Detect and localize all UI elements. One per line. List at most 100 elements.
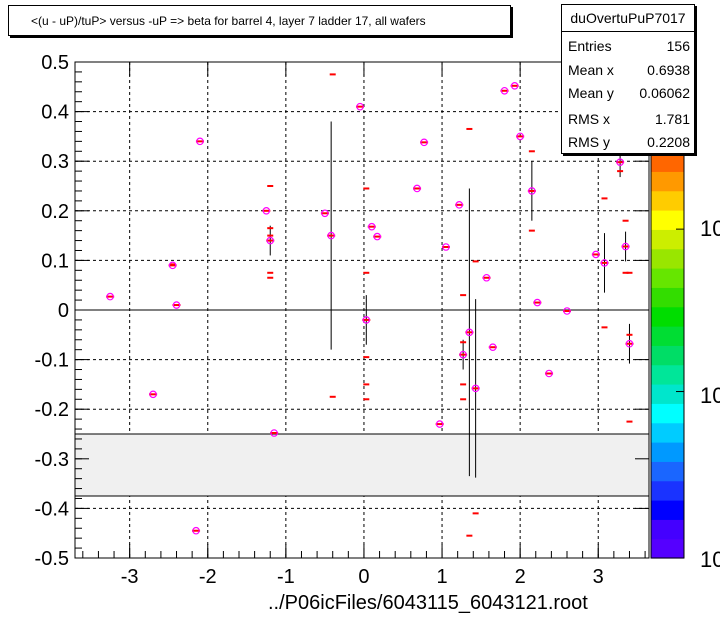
data-point — [545, 369, 553, 378]
y-tick-label: 0.1 — [41, 250, 69, 272]
data-point — [168, 261, 177, 270]
x-tick-label: -1 — [277, 566, 295, 588]
y-tick-label: -0.4 — [35, 498, 69, 520]
data-point — [435, 420, 444, 428]
data-point — [266, 236, 275, 245]
colorbar-label: 10 — [700, 383, 720, 408]
stats-key: RMS x — [568, 111, 610, 127]
palette-segment — [651, 480, 684, 501]
stats-row-rms-x: RMS x 1.781 — [568, 108, 690, 130]
x-tick-label: -2 — [199, 566, 217, 588]
x-tick-label: 2 — [515, 566, 526, 588]
data-point — [367, 222, 376, 231]
palette-segment — [651, 306, 684, 327]
palette-segment — [651, 287, 684, 308]
data-point — [625, 339, 634, 348]
data-point — [563, 307, 571, 315]
data-point — [362, 316, 371, 324]
data-point — [455, 201, 464, 209]
stats-row-mean-y: Mean y 0.06062 — [568, 82, 690, 104]
palette-segment — [651, 326, 684, 346]
stats-value: 1.781 — [654, 111, 690, 127]
stats-key: Mean y — [568, 85, 614, 101]
data-point — [500, 86, 509, 95]
y-tick-label: 0.4 — [41, 102, 69, 124]
stats-value: 0.06062 — [639, 85, 690, 101]
data-point — [196, 137, 204, 146]
data-point — [373, 232, 382, 241]
colorbar-label: 10 — [700, 216, 720, 241]
data-point — [172, 301, 181, 309]
data-point — [327, 231, 335, 240]
data-point — [592, 250, 600, 259]
excluded-band — [74, 433, 650, 497]
stats-key: Entries — [568, 38, 612, 54]
stats-box: duOvertuPuP7017 Entries 156 Mean x 0.693… — [561, 4, 695, 154]
data-point — [413, 184, 421, 193]
data-point — [510, 82, 519, 90]
stats-value: 0.2208 — [647, 134, 690, 150]
data-point — [192, 526, 200, 535]
y-tick-label: 0.2 — [41, 201, 69, 223]
data-point — [616, 158, 624, 166]
y-tick-label: 0.5 — [41, 52, 69, 74]
stats-histogram-name: duOvertuPuP7017 — [562, 5, 694, 32]
x-tick-label: 1 — [436, 566, 447, 588]
data-point — [321, 209, 329, 218]
data-point — [262, 207, 271, 215]
stats-key: Mean x — [568, 62, 614, 78]
data-point — [459, 350, 467, 359]
plot-title: <(u - uP)/tuP> versus -uP => beta for ba… — [31, 14, 426, 28]
palette-segment — [651, 384, 684, 404]
stats-key: RMS y — [568, 134, 610, 150]
stats-row-entries: Entries 156 — [568, 35, 690, 57]
data-point — [621, 242, 630, 251]
data-point — [471, 384, 480, 393]
palette-segment — [651, 403, 684, 424]
data-point — [600, 259, 609, 267]
x-tick-label: 0 — [358, 566, 369, 588]
stats-row-mean-x: Mean x 0.6938 — [568, 59, 690, 81]
palette-segment — [651, 442, 684, 462]
data-point — [528, 187, 536, 195]
palette-segment — [651, 345, 684, 366]
y-tick-label: -0.3 — [35, 449, 69, 471]
plot-title-box: <(u - uP)/tuP> versus -uP => beta for ba… — [8, 5, 511, 36]
data-point — [106, 292, 114, 301]
data-point — [465, 328, 474, 337]
palette-segment — [651, 229, 684, 250]
palette-segment — [651, 538, 684, 559]
palette-segment — [651, 248, 684, 269]
data-point — [533, 298, 542, 307]
x-axis-label: ../P06icFiles/6043115_6043121.root — [268, 592, 588, 614]
y-tick-label: -0.1 — [35, 350, 69, 372]
y-tick-label: -0.2 — [35, 399, 69, 421]
data-point — [482, 273, 491, 282]
y-tick-label: 0.3 — [41, 151, 69, 173]
palette-segment — [651, 461, 684, 482]
data-point — [356, 102, 364, 111]
data-point — [270, 429, 278, 437]
stats-value: 156 — [666, 38, 690, 54]
palette-segment — [651, 519, 684, 540]
y-tick-label: 0 — [58, 300, 69, 322]
palette-segment — [651, 500, 684, 520]
y-tick-label: -0.5 — [35, 548, 69, 570]
data-point — [420, 138, 428, 147]
palette-segment — [651, 210, 684, 230]
data-point — [489, 343, 497, 352]
x-tick-label: 3 — [593, 566, 604, 588]
stats-row-rms-y: RMS y 0.2208 — [568, 131, 690, 153]
stats-value: 0.6938 — [647, 62, 690, 78]
palette-segment — [651, 152, 684, 172]
palette-segment — [651, 171, 684, 192]
palette-segment — [651, 190, 684, 211]
colorbar-label: 10 — [700, 547, 720, 572]
palette-segment — [651, 422, 684, 443]
palette-segment — [651, 364, 684, 385]
data-point — [516, 132, 524, 141]
palette-segment — [651, 268, 684, 288]
x-tick-label: -3 — [121, 566, 139, 588]
data-point — [149, 390, 157, 399]
